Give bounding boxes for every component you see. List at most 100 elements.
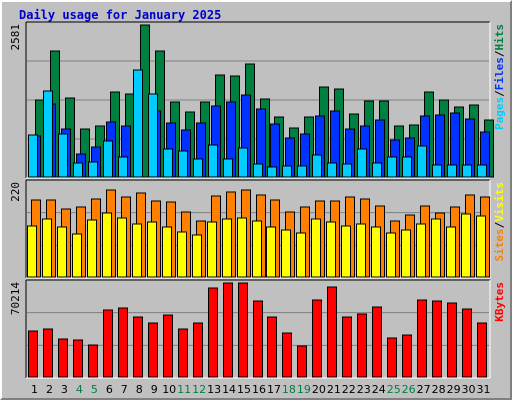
bar-sites-day-9	[147, 221, 157, 278]
bar-sites-day-19	[296, 232, 306, 278]
bar-pages-day-14	[223, 158, 233, 178]
bar-sites-day-1	[27, 225, 37, 278]
bar-pages-day-16	[253, 163, 263, 178]
x-tick-label-day-8: 8	[136, 383, 143, 396]
x-tick-label-day-3: 3	[61, 383, 68, 396]
bar-kbytes-day-18	[282, 332, 292, 378]
x-tick-label-day-15: 15	[237, 383, 251, 396]
bar-pages-day-9	[148, 93, 158, 178]
x-tick-label-day-7: 7	[121, 383, 128, 396]
bar-sites-day-21	[326, 221, 336, 278]
x-tick-label-day-4: 4	[76, 383, 83, 396]
bar-kbytes-day-15	[238, 282, 248, 378]
x-tick-label-day-17: 17	[267, 383, 281, 396]
bar-pages-day-26	[402, 156, 412, 178]
bar-kbytes-day-4	[73, 339, 83, 378]
bar-kbytes-day-23	[357, 313, 367, 378]
bar-pages-day-7	[118, 156, 128, 178]
x-tick-label-day-28: 28	[432, 383, 446, 396]
bar-pages-day-12	[193, 158, 203, 178]
bar-pages-day-18	[282, 165, 292, 178]
x-tick-label-day-21: 21	[327, 383, 341, 396]
bar-sites-day-23	[356, 223, 366, 278]
bar-kbytes-day-20	[312, 299, 322, 378]
x-tick-label-day-23: 23	[357, 383, 371, 396]
bar-kbytes-day-14	[223, 282, 233, 378]
x-tick-label-day-29: 29	[447, 383, 461, 396]
bar-pages-day-30	[462, 164, 472, 178]
bar-pages-day-25	[387, 156, 397, 178]
bar-kbytes-day-24	[372, 306, 382, 378]
x-tick-label-day-9: 9	[151, 383, 158, 396]
bar-pages-day-8	[133, 69, 143, 178]
bar-pages-day-21	[327, 162, 337, 178]
bar-pages-day-10	[163, 148, 173, 178]
bar-sites-day-27	[416, 223, 426, 278]
bar-kbytes-day-5	[88, 344, 98, 378]
bar-pages-day-4	[73, 162, 83, 178]
bar-kbytes-day-21	[327, 286, 337, 378]
bar-pages-day-6	[103, 140, 113, 178]
legend-part: /	[493, 90, 506, 97]
legend-label-hits-files-pages: Pages/Files/Hits	[493, 24, 506, 130]
bar-kbytes-day-19	[297, 345, 307, 378]
bar-sites-day-30	[461, 213, 471, 278]
bar-sites-day-10	[162, 226, 172, 278]
x-tick-label-day-2: 2	[46, 383, 53, 396]
x-tick-label-day-18: 18	[282, 383, 296, 396]
bar-sites-day-22	[341, 225, 351, 278]
legend-label-visits-sites: Sites/Visits	[493, 182, 506, 262]
bar-pages-day-24	[372, 162, 382, 178]
bar-sites-day-4	[72, 233, 82, 278]
bar-sites-day-5	[87, 219, 97, 278]
bar-pages-day-28	[432, 164, 442, 178]
bar-kbytes-day-1	[28, 330, 38, 378]
x-tick-label-day-1: 1	[31, 383, 38, 396]
bar-kbytes-day-31	[477, 322, 487, 378]
bar-sites-day-14	[222, 218, 232, 278]
bar-kbytes-day-26	[402, 334, 412, 378]
legend-part: Hits	[493, 24, 506, 51]
legend-label-kbytes: KBytes	[493, 282, 506, 322]
bar-kbytes-day-8	[133, 316, 143, 378]
bar-sites-day-3	[57, 226, 67, 278]
bar-sites-day-7	[117, 217, 127, 278]
bar-pages-day-22	[342, 163, 352, 178]
bar-sites-day-11	[177, 231, 187, 278]
bar-pages-day-11	[178, 150, 188, 178]
x-tick-label-day-19: 19	[297, 383, 311, 396]
bar-pages-day-27	[417, 145, 427, 178]
bar-sites-day-2	[42, 218, 52, 278]
bar-pages-day-17	[267, 166, 277, 178]
x-tick-label-day-16: 16	[252, 383, 266, 396]
x-tick-label-day-25: 25	[387, 383, 401, 396]
max-label-hits-files-pages: 2581	[9, 24, 22, 51]
bar-kbytes-day-30	[462, 308, 472, 378]
bar-sites-day-25	[386, 232, 396, 278]
bar-kbytes-day-10	[163, 314, 173, 378]
bar-pages-day-19	[297, 165, 307, 178]
bar-kbytes-day-22	[342, 316, 352, 378]
bar-pages-day-2	[43, 90, 53, 178]
legend-part: /	[493, 221, 506, 228]
bar-pages-day-29	[447, 164, 457, 178]
bar-sites-day-17	[266, 226, 276, 278]
bar-kbytes-day-2	[43, 328, 53, 378]
x-tick-label-day-31: 31	[477, 383, 491, 396]
bar-kbytes-day-13	[208, 287, 218, 378]
legend-part: Sites	[493, 228, 506, 261]
bar-pages-day-5	[88, 161, 98, 178]
x-tick-label-day-11: 11	[177, 383, 191, 396]
bar-kbytes-day-27	[417, 299, 427, 378]
chart-title: Daily usage for January 2025	[19, 8, 222, 22]
bar-pages-day-13	[208, 144, 218, 178]
bar-sites-day-20	[311, 218, 321, 278]
max-label-visits-sites: 220	[9, 182, 22, 202]
bar-kbytes-day-11	[178, 328, 188, 378]
bar-kbytes-day-28	[432, 300, 442, 378]
bar-kbytes-day-12	[193, 322, 203, 378]
x-tick-label-day-20: 20	[312, 383, 326, 396]
x-tick-label-day-12: 12	[192, 383, 206, 396]
bar-kbytes-day-3	[58, 338, 68, 378]
